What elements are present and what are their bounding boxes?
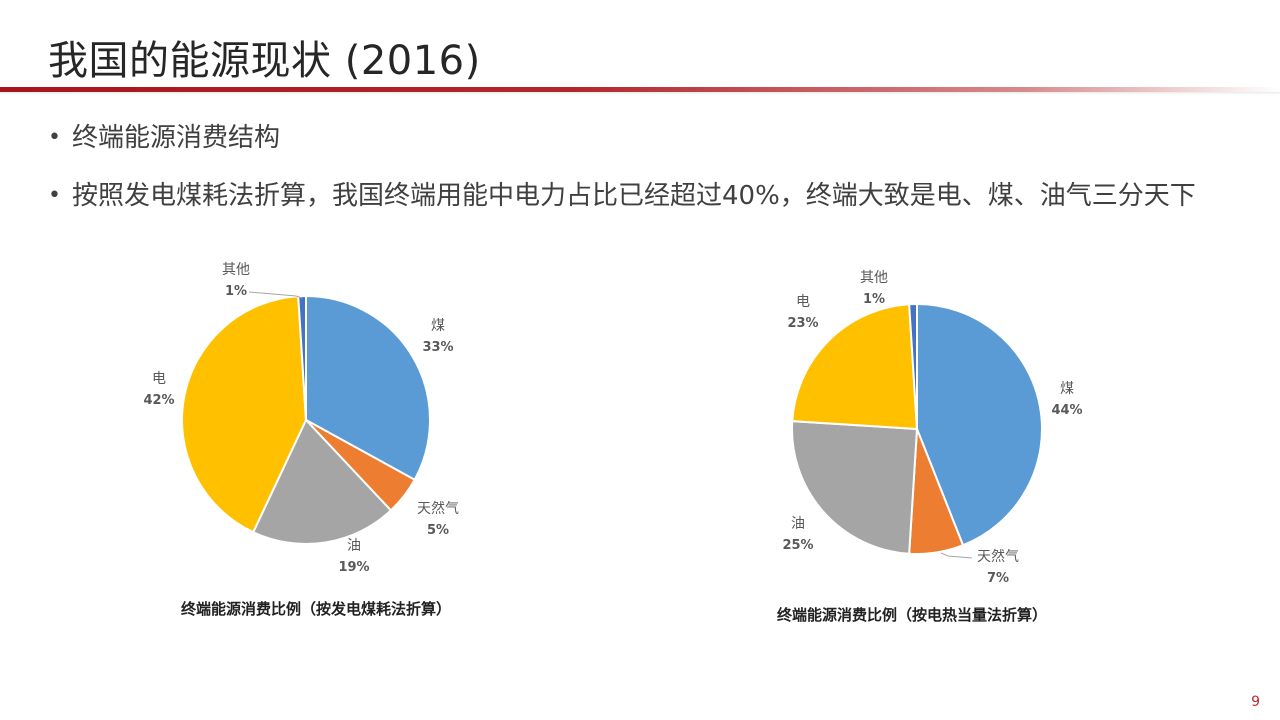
bullet-dot: • [48, 125, 61, 150]
pie-slice-2-3 [791, 420, 919, 555]
slide-title: 我国的能源现状 (2016) [48, 38, 481, 84]
pie-percent-label: 1% [225, 284, 247, 299]
pie-label: 电 [796, 294, 810, 310]
pie-percent-label: 33% [422, 340, 453, 355]
pie-percent-label: 1% [863, 292, 885, 307]
pie-slice-1-1 [305, 294, 431, 482]
title-divider-shadow [0, 92, 1280, 95]
pie-percent-label: 19% [338, 560, 369, 575]
chart-caption-heat-equivalent: 终端能源消费比例（按电热当量法折算） [777, 606, 1048, 624]
pie-label: 油 [791, 516, 805, 532]
pie-label: 天然气 [977, 548, 1019, 565]
pie-label: 其他 [860, 270, 888, 286]
pie-percent-label: 42% [143, 393, 174, 408]
pie-leader-line [940, 552, 973, 559]
page-number: 9 [1251, 694, 1260, 710]
pie-label: 电 [152, 371, 166, 387]
pie-leader-line [248, 291, 303, 299]
pie-label: 煤 [1060, 381, 1074, 397]
title-divider [0, 87, 1280, 92]
pie-slice-2-1 [916, 302, 1043, 547]
pie-label: 天然气 [417, 500, 459, 517]
pie-percent-label: 44% [1051, 403, 1082, 418]
pie-percent-label: 7% [987, 571, 1009, 586]
pie-slice-2-4 [791, 303, 919, 431]
pie-chart-2: 煤 44% 天然气 7% 油 25% 电 23% 其他 1% [782, 270, 1082, 586]
pie-label: 煤 [431, 318, 445, 334]
pie-slice-1-4 [181, 295, 308, 534]
bullet-text: 按照发电煤耗法折算，我国终端用能中电力占比已经超过40%，终端大致是电、煤、油气… [72, 181, 1196, 211]
pie-percent-label: 25% [782, 538, 813, 553]
pie-percent-label: 5% [427, 523, 449, 538]
pie-label: 油 [347, 538, 361, 554]
pie-percent-label: 23% [787, 316, 818, 331]
chart-caption-coal-method: 终端能源消费比例（按发电煤耗法折算） [181, 600, 452, 618]
pie-chart-1: 煤 33% 天然气 5% 油 19% 电 42% 其他 1% [143, 262, 459, 575]
bullet-text: 终端能源消费结构 [72, 123, 281, 153]
pie-slice-1-3 [251, 418, 393, 545]
pie-slice-2-5 [908, 302, 918, 430]
pie-label: 其他 [222, 262, 250, 278]
bullet-dot: • [48, 183, 61, 208]
